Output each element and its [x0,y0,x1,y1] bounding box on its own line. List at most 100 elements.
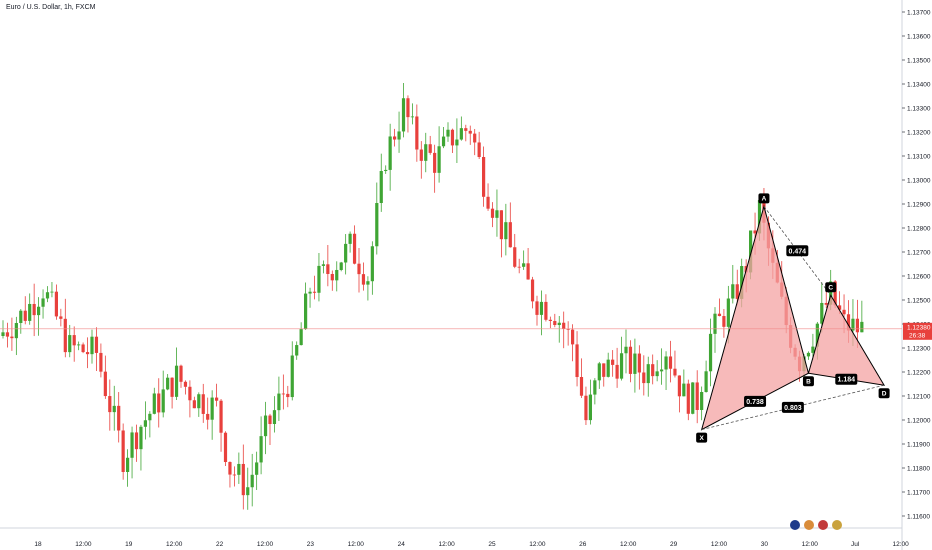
x-tick-label: 25 [488,541,496,548]
candle [459,116,463,141]
candle-body [50,291,54,293]
candle [731,264,735,304]
y-tick-label: 1.12900 [907,201,931,208]
y-tick-label: 1.11900 [907,441,930,448]
candle [708,318,713,387]
candle [646,356,650,397]
candle [63,298,67,358]
pattern-leg [701,384,885,430]
candle [121,423,125,480]
candle-body [424,144,428,161]
candle-body [263,415,268,437]
candle [526,248,530,280]
candle-body [410,116,414,118]
candle-body [708,333,713,372]
candle [223,431,228,467]
candle-body [219,400,223,433]
candle-body [682,383,686,397]
candle-body [611,359,615,365]
candle [361,262,366,291]
candle [237,452,241,484]
candle-body [855,318,859,333]
candle-body [619,353,624,379]
candle [108,379,112,431]
pattern-point-label: B [802,376,814,387]
candle-body [241,463,245,496]
candle [668,340,673,383]
flag-icon[interactable] [804,520,814,530]
candle-body [277,393,281,411]
candle [548,316,552,329]
candle-body [259,436,263,463]
candle [28,293,32,325]
ratio-label-text: 1.184 [838,377,856,384]
candle [183,380,188,395]
candle [673,350,677,378]
x-tick-label: 18 [34,541,42,548]
candle [170,377,174,409]
candle [157,378,161,428]
candle-body [704,371,708,392]
candle [397,111,401,153]
y-tick-label: 1.12700 [907,249,931,256]
candle [637,345,641,390]
candle-body [691,382,695,414]
ratio-label-text: 0.738 [746,399,764,406]
candle-body [624,346,628,354]
candle-body [846,314,851,331]
candle-body [210,397,214,420]
candle [366,276,370,301]
candle-body [713,313,717,334]
candle [686,379,690,421]
candle-body [820,302,824,324]
candle [682,369,686,397]
candle-body [99,352,103,372]
news-icon[interactable] [790,520,800,530]
x-tick-label: 12:00 [620,541,637,548]
candle [860,300,864,333]
candle [713,307,717,353]
candle [312,275,317,300]
candle-body [59,316,63,319]
candle [464,124,468,142]
candle [59,308,63,327]
candle-body [526,263,530,280]
candle-body [112,405,116,413]
candle-body [304,293,308,330]
pattern-point-label: X [696,432,708,443]
candle [655,360,659,382]
candle-body [246,487,250,496]
flag-icon[interactable] [832,520,842,530]
y-tick-label: 1.13600 [907,33,931,40]
y-tick-label: 1.13400 [907,81,931,88]
candle-body [806,352,811,357]
y-tick-label: 1.13700 [907,9,931,16]
candle-body [77,344,81,346]
candle [379,153,383,212]
ratio-label-bg [781,401,804,413]
candle-body [473,133,477,143]
candle-body [401,98,406,132]
flag-icon[interactable] [818,520,828,530]
candle [473,128,477,156]
candle-body [366,281,370,285]
candle-body [530,279,535,302]
candle [321,260,325,274]
candle [695,370,699,424]
candle [579,358,584,399]
pattern-point-text: C [828,285,833,292]
harmonic-pattern: 0.474 0.738 1.184 0.803 X A B C D [696,193,890,443]
candle-body [339,262,343,270]
candle [54,284,58,320]
candle-body [117,405,121,431]
candle [99,343,103,378]
candle-body [686,383,690,414]
pattern-point-text: A [762,196,767,203]
candle [188,380,192,418]
candle-body [28,303,32,321]
candle-body [68,335,72,353]
candle [134,424,139,462]
candle-body [179,365,183,382]
